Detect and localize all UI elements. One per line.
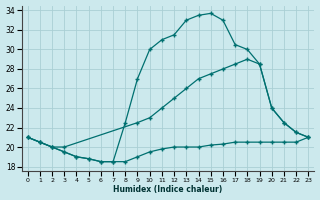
X-axis label: Humidex (Indice chaleur): Humidex (Indice chaleur) [113, 185, 223, 194]
